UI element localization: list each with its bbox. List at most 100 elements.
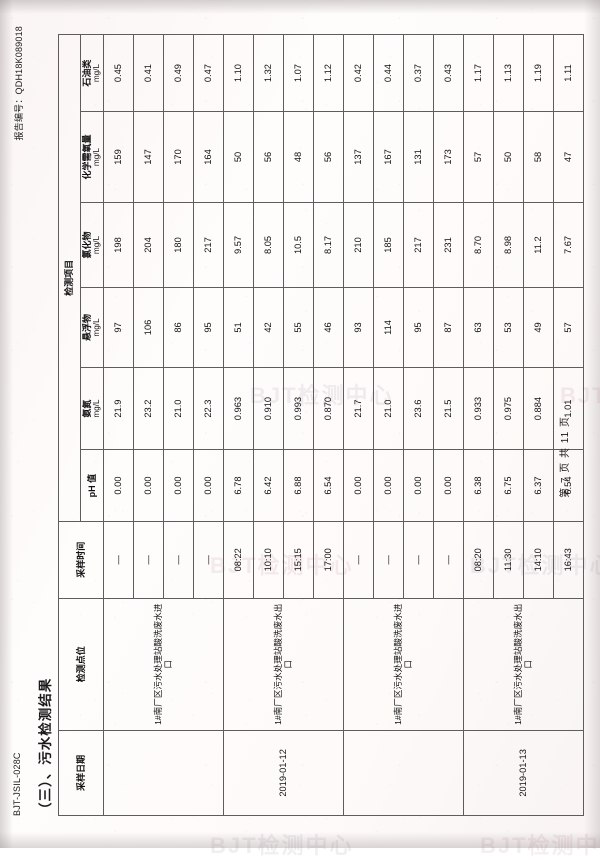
cell-ss: 51 <box>223 287 254 368</box>
cell-sample-time: — <box>433 521 464 599</box>
cell-cod: 164 <box>193 111 224 203</box>
cell-ss: 87 <box>433 287 464 368</box>
cell-sample-time: 11:30 <box>493 521 524 599</box>
cell-cod: 167 <box>373 111 404 203</box>
cell-sample-time: — <box>103 521 134 599</box>
col-header-date: 采样日期 <box>58 730 104 816</box>
report-number: 报告编号：QDH18K089018 <box>14 26 24 141</box>
cell-cod: 131 <box>403 111 434 203</box>
cell-oil: 0.45 <box>103 34 134 112</box>
cell-oil: 0.41 <box>133 34 164 112</box>
page-footer: 第 7 页 共 11 页 <box>560 416 571 498</box>
cell-cl: 217 <box>403 202 434 288</box>
cell-sample-time: 08:22 <box>223 521 254 599</box>
cell-sample-time: — <box>373 521 404 599</box>
cell-cl: 8.05 <box>253 202 284 288</box>
table-row: 1#南厂区污水处理站酸洗废水进口 —0.00 21.7 93 210 137 0.42 <box>343 34 464 816</box>
cell-sample-time: 10:10 <box>253 521 284 599</box>
col-header-ph: pH 值 <box>80 449 104 522</box>
cell-ph: 0.00 <box>373 449 404 522</box>
cell-ss: 95 <box>193 287 224 368</box>
cell-nh: 0.975 <box>493 367 524 450</box>
scan-edge-right <box>584 0 600 848</box>
cell-oil: 0.43 <box>433 34 464 112</box>
cell-cod: 147 <box>133 111 164 203</box>
cell-cod: 159 <box>103 111 134 203</box>
col-header-point: 检测点位 <box>58 598 104 731</box>
cell-nh: 21.9 <box>103 367 134 450</box>
scan-edge-bottom <box>0 832 600 848</box>
cell-oil: 1.17 <box>463 34 494 112</box>
cell-oil: 0.37 <box>403 34 434 112</box>
cell-cl: 210 <box>343 202 374 288</box>
cell-sample-time: — <box>133 521 164 599</box>
wastewater-results-table: 采样日期 检测点位 采样时间 检测项目 pH 值 氨氮 mg/L 悬浮物 mg/L … <box>58 34 584 816</box>
cell-nh: 0.993 <box>283 367 314 450</box>
cell-ss: 86 <box>163 287 194 368</box>
cell-sample-date <box>103 730 224 816</box>
cell-cl: 231 <box>433 202 464 288</box>
cell-sample-point: 1#南厂区污水处理站酸洗废水进口 <box>103 598 224 731</box>
cell-nh: 0.870 <box>313 367 344 450</box>
cell-ss: 42 <box>253 287 284 368</box>
cell-oil: 0.47 <box>193 34 224 112</box>
cell-sample-time: — <box>343 521 374 599</box>
cell-ss: 93 <box>343 287 374 368</box>
cell-cod: 57 <box>463 111 494 203</box>
table-head: 采样日期 检测点位 采样时间 检测项目 pH 值 氨氮 mg/L 悬浮物 mg/L … <box>58 34 104 816</box>
cell-sample-time: 08:20 <box>463 521 494 599</box>
col-header-cod: 化学需氧量 mg/L <box>80 111 104 203</box>
cell-ph: 0.00 <box>343 449 374 522</box>
cell-sample-time: — <box>403 521 434 599</box>
cell-ph: 0.00 <box>163 449 194 522</box>
cell-sample-time: — <box>163 521 194 599</box>
col-header-oil: 石油类 mg/L <box>80 34 104 112</box>
cell-cl: 180 <box>163 202 194 288</box>
table-row: 1#南厂区污水处理站酸洗废水进口 —0.00 21.9 97 198 159 0.45 <box>103 34 224 816</box>
cell-cod: 58 <box>523 111 554 203</box>
cell-cl: 217 <box>193 202 224 288</box>
cell-oil: 1.19 <box>523 34 554 112</box>
cell-ph: 0.00 <box>133 449 164 522</box>
cell-ph: 0.00 <box>403 449 434 522</box>
cell-ph: 0.00 <box>193 449 224 522</box>
cell-cl: 8.17 <box>313 202 344 288</box>
cell-nh: 21.7 <box>343 367 374 450</box>
cell-oil: 1.13 <box>493 34 524 112</box>
cell-oil: 0.49 <box>163 34 194 112</box>
cell-oil: 0.42 <box>343 34 374 112</box>
table-row: 2019-01-13 1#南厂区污水处理站酸洗废水出口 08:20 6.38 0.933… <box>463 34 584 816</box>
cell-ss: 46 <box>313 287 344 368</box>
cell-cod: 48 <box>283 111 314 203</box>
page-title: （三）、污水检测结果 <box>38 677 53 816</box>
cell-oil: 1.32 <box>253 34 284 112</box>
cell-sample-time: 14:10 <box>523 521 554 599</box>
col-header-time: 采样时间 <box>58 521 104 599</box>
col-header-nh: 氨氮 mg/L <box>80 367 104 450</box>
cell-cod: 50 <box>493 111 524 203</box>
cell-ss: 114 <box>373 287 404 368</box>
cell-ss: 55 <box>283 287 314 368</box>
cell-cl: 11.2 <box>523 202 554 288</box>
scan-edge-left <box>0 0 13 848</box>
cell-cod: 137 <box>343 111 374 203</box>
cell-ph: 0.00 <box>433 449 464 522</box>
cell-cl: 9.57 <box>223 202 254 288</box>
cell-ss: 97 <box>103 287 134 368</box>
cell-oil: 1.07 <box>283 34 314 112</box>
scan-edge-top <box>0 0 600 14</box>
cell-ph: 6.42 <box>253 449 284 522</box>
document-code: BJT-JSIL-028C <box>12 752 22 816</box>
table-row: 2019-01-12 1#南厂区污水处理站酸洗废水出口 08:22 6.78 0.963… <box>223 34 344 816</box>
cell-cl: 185 <box>373 202 404 288</box>
cell-nh: 0.884 <box>523 367 554 450</box>
cell-nh: 0.910 <box>253 367 284 450</box>
cell-ss: 49 <box>523 287 554 368</box>
cell-cl: 198 <box>103 202 134 288</box>
cell-nh: 23.2 <box>133 367 164 450</box>
cell-oil: 0.44 <box>373 34 404 112</box>
col-header-group-items: 检测项目 <box>58 34 81 522</box>
cell-ph: 6.54 <box>313 449 344 522</box>
col-header-ss: 悬浮物 mg/L <box>80 287 104 368</box>
cell-nh: 0.933 <box>463 367 494 450</box>
